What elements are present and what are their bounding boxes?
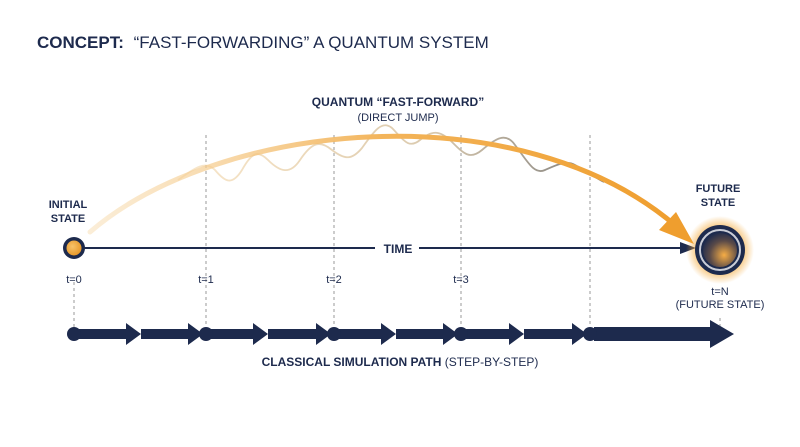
classical-step-arrow [524,323,587,345]
classical-step-node [327,327,341,341]
quantum-arc-sublabel: (DIRECT JUMP) [357,112,438,124]
classical-step-node [199,327,213,341]
future-state-label-line2: STATE [701,197,735,209]
tick-label-t0: t=0 [66,274,82,286]
classical-step-arrow [141,323,203,345]
classical-step-arrow [78,323,141,345]
quantum-arc [87,133,679,235]
classical-path [67,320,734,348]
title-text: “FAST-FORWARDING” A QUANTUM SYSTEM [134,33,489,52]
quantum-arc-arrowhead [659,212,694,244]
classical-step-arrow [268,323,331,345]
classical-step-arrow [338,323,396,345]
tick-label-tN: t=N [711,286,728,298]
title-prefix: CONCEPT: [37,33,124,52]
future-state-node [686,216,754,284]
tick-sublabel-future-state: (FUTURE STATE) [676,299,765,311]
classical-path-label-rest: (STEP-BY-STEP) [441,355,538,369]
initial-state-label-line2: STATE [51,213,85,225]
quantum-wave [177,124,605,183]
tick-label-t3: t=3 [453,274,469,286]
classical-step-arrow [210,323,268,345]
classical-final-arrow [594,320,734,348]
classical-path-label: CLASSICAL SIMULATION PATH (STEP-BY-STEP) [262,355,539,369]
classical-path-label-bold: CLASSICAL SIMULATION PATH [262,355,442,369]
classical-step-arrow [465,323,524,345]
time-gridlines [73,135,721,330]
classical-step-arrow [396,323,458,345]
quantum-arc-label: QUANTUM “FAST-FORWARD” [312,95,484,109]
page-title: CONCEPT: “FAST-FORWARDING” A QUANTUM SYS… [37,33,489,52]
tick-label-t2: t=2 [326,274,342,286]
time-axis-label: TIME [384,242,413,256]
classical-step-node [67,327,81,341]
initial-state-label-line1: INITIAL [49,199,88,211]
tick-label-t1: t=1 [198,274,214,286]
initial-state-node [63,237,85,259]
future-state-label-line1: FUTURE [696,183,741,195]
classical-step-node [454,327,468,341]
classical-step-node [583,327,597,341]
